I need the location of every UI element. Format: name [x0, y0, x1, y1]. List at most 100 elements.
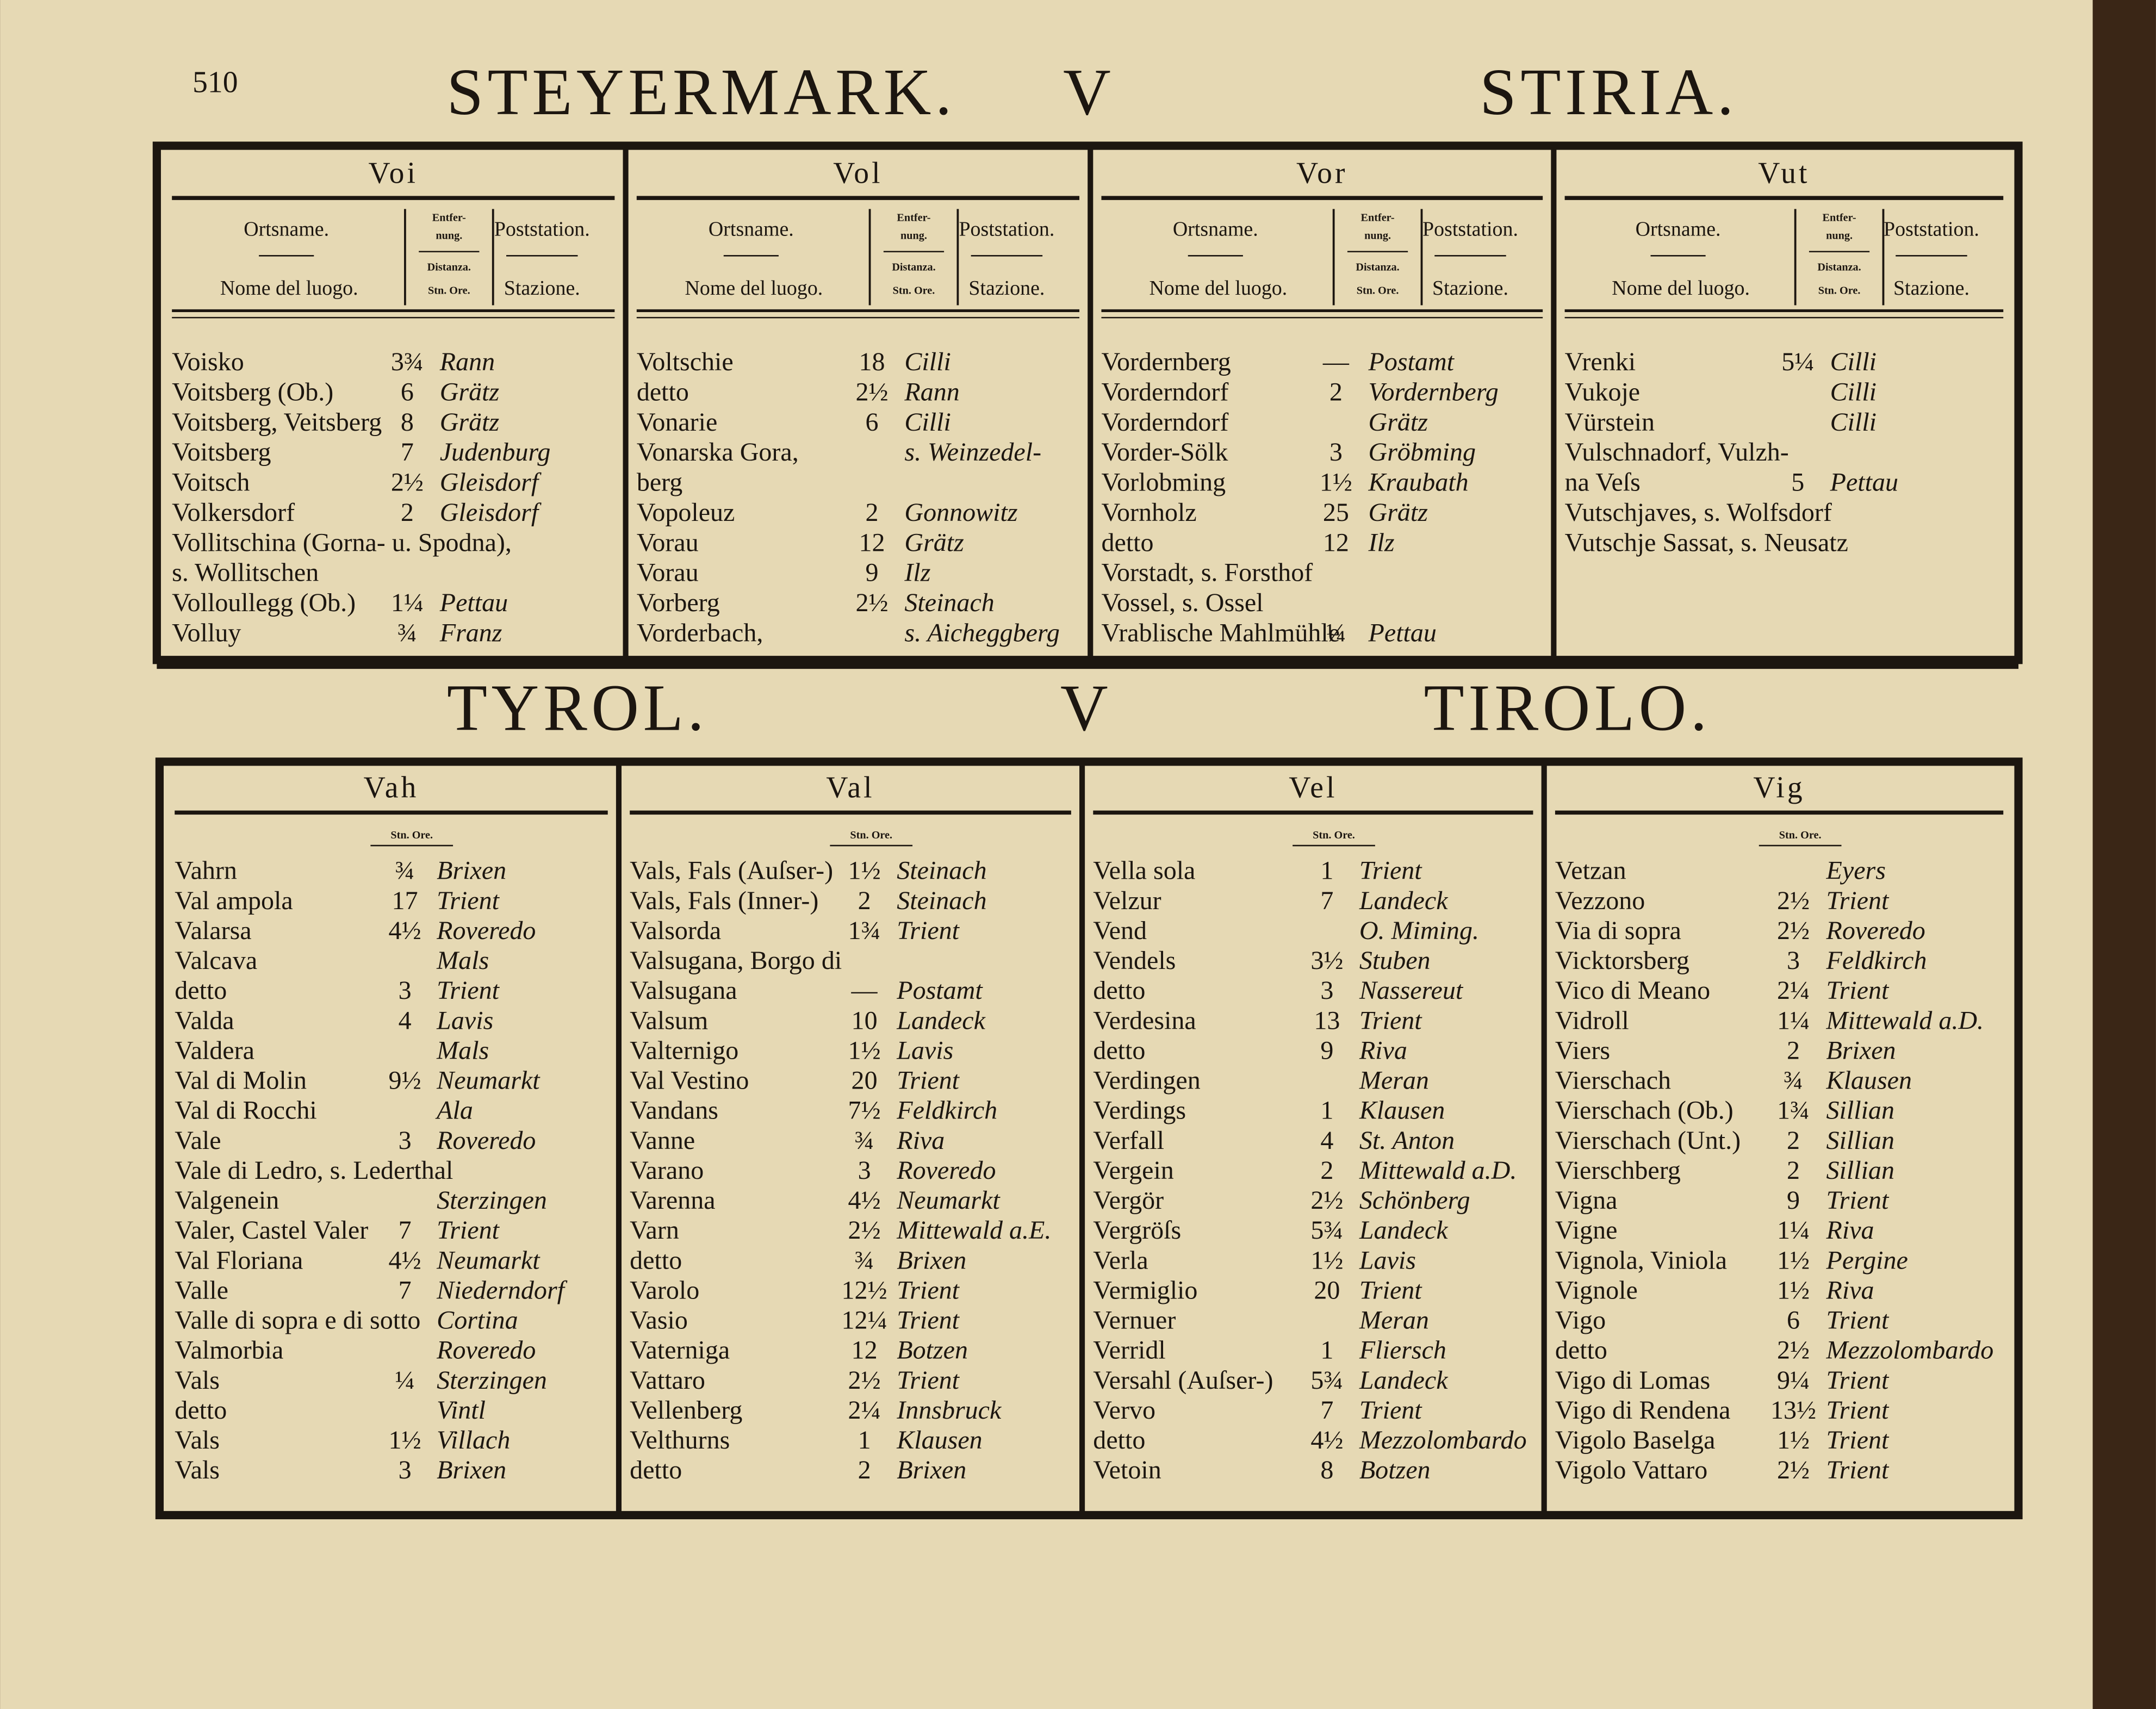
column-label: Voi — [369, 156, 418, 190]
post-station: Brixen — [437, 1456, 506, 1484]
distance: 2½ — [848, 1366, 881, 1395]
distance: 2¼ — [848, 1396, 881, 1425]
distance: 1 — [1320, 856, 1333, 885]
post-station: Cilli — [904, 347, 950, 376]
place-name: Vetzan — [1555, 856, 1626, 885]
distance: 2½ — [848, 1216, 881, 1245]
post-station: Mezzolombardo — [1826, 1336, 1994, 1365]
cross-reference: Vale di Ledro, s. Lederthal — [175, 1156, 453, 1185]
place-name: Vico di Meano — [1555, 976, 1710, 1005]
place-name: Vals — [175, 1456, 220, 1484]
post-station: Trient — [1826, 1456, 1890, 1484]
distance: 2 — [401, 498, 414, 527]
place-name: Vrablische Mahlmühle — [1101, 618, 1340, 647]
distance: 12 — [1323, 528, 1349, 557]
post-station: Franz — [439, 618, 502, 647]
place-name: Vergör — [1093, 1186, 1164, 1215]
section-title: V — [1063, 56, 1115, 129]
column-label: Vel — [1289, 771, 1337, 805]
place-name: Vigo di Rendena — [1555, 1396, 1731, 1425]
post-station: Steinach — [897, 886, 986, 915]
place-name: Vattaro — [630, 1366, 705, 1395]
place-name: Varano — [630, 1156, 704, 1185]
place-name: Vidroll — [1555, 1006, 1629, 1035]
post-station: Botzen — [1359, 1456, 1431, 1484]
place-name: Vigna — [1555, 1186, 1618, 1215]
header: Stazione. — [1432, 277, 1508, 300]
section-title: STEYERMARK. — [446, 56, 955, 129]
place-name: Valsum — [630, 1006, 708, 1035]
post-station: Ilz — [1368, 528, 1395, 557]
distance: 12 — [859, 528, 885, 557]
distance: — — [1322, 347, 1350, 376]
place-name: Velthurns — [630, 1426, 730, 1455]
post-station: Grätz — [440, 408, 500, 437]
post-station: Meran — [1359, 1066, 1429, 1095]
header: Ortsname. — [709, 218, 794, 241]
header: Distanza. — [892, 262, 935, 274]
post-station: Lavis — [436, 1006, 493, 1035]
distance: 3 — [1787, 946, 1800, 975]
post-station: Trient — [437, 976, 500, 1005]
place-name: Vopoleuz — [637, 498, 735, 527]
header: Entfer- — [1822, 212, 1856, 224]
place-name: Val di Rocchi — [175, 1096, 316, 1125]
place-name: Volluy — [172, 618, 241, 647]
place-name: berg — [637, 468, 682, 497]
place-name: Valsorda — [630, 916, 721, 945]
post-station: Cilli — [904, 408, 950, 437]
post-station: Trient — [1826, 1396, 1890, 1425]
place-name: Valsugana — [630, 976, 737, 1005]
distance: 2 — [858, 886, 871, 915]
distance: 2 — [1787, 1036, 1800, 1065]
place-name: detto — [1093, 976, 1145, 1005]
distance: 8 — [401, 408, 414, 437]
place-name: Vorau — [637, 558, 699, 587]
place-name: Varn — [630, 1216, 679, 1245]
place-name: detto — [175, 1396, 227, 1425]
cross-reference: s. Wollitschen — [172, 558, 319, 587]
place-name: Vale — [175, 1126, 221, 1155]
place-name: Vierschberg — [1555, 1156, 1681, 1185]
header: Stn. Ore. — [850, 829, 892, 841]
distance: 2 — [858, 1456, 871, 1484]
header: Nome del luogo. — [1612, 277, 1750, 300]
place-name: Vermiglio — [1093, 1276, 1197, 1304]
distance: 4½ — [848, 1186, 881, 1215]
distance: 1½ — [1777, 1276, 1810, 1304]
place-name: Velzur — [1093, 886, 1161, 915]
distance: 4½ — [389, 1246, 421, 1275]
post-station: Sterzingen — [437, 1366, 547, 1395]
post-station: St. Anton — [1359, 1126, 1455, 1155]
post-station: Neumarkt — [436, 1246, 540, 1275]
place-name: Vals, Fals (Auſser-) — [630, 856, 833, 885]
place-name: Val Floriana — [175, 1246, 303, 1275]
post-station: Mittewald a.D. — [1359, 1156, 1517, 1185]
post-station: Pettau — [439, 588, 508, 617]
place-name: Vorlobming — [1101, 468, 1226, 497]
post-station: Sillian — [1826, 1096, 1894, 1125]
place-name: Vigne — [1555, 1216, 1618, 1245]
place-name: Verdings — [1093, 1096, 1186, 1125]
post-station: Kraubath — [1368, 468, 1469, 497]
place-name: Vicktorsberg — [1555, 946, 1689, 975]
header: Ortsname. — [244, 218, 329, 241]
place-name: Via di sopra — [1555, 916, 1681, 945]
distance: 6 — [1787, 1306, 1800, 1335]
post-station: Pettau — [1368, 618, 1437, 647]
post-station: Klausen — [1826, 1066, 1912, 1095]
post-station: Brixen — [897, 1246, 966, 1275]
post-station: Trient — [437, 1216, 500, 1245]
post-station: Trient — [1359, 1006, 1422, 1035]
distance: 3 — [399, 1126, 412, 1155]
post-station: Sillian — [1826, 1126, 1894, 1155]
place-name: Verridl — [1093, 1336, 1165, 1365]
post-station: Mezzolombardo — [1359, 1426, 1527, 1455]
distance: 25 — [1323, 498, 1349, 527]
header: Entfer- — [1361, 212, 1395, 224]
distance: 12 — [852, 1336, 878, 1365]
post-station: Neumarkt — [896, 1186, 1001, 1215]
post-station: Mals — [436, 946, 489, 975]
distance: 20 — [1314, 1276, 1340, 1304]
header: Poststation. — [1884, 218, 1979, 241]
